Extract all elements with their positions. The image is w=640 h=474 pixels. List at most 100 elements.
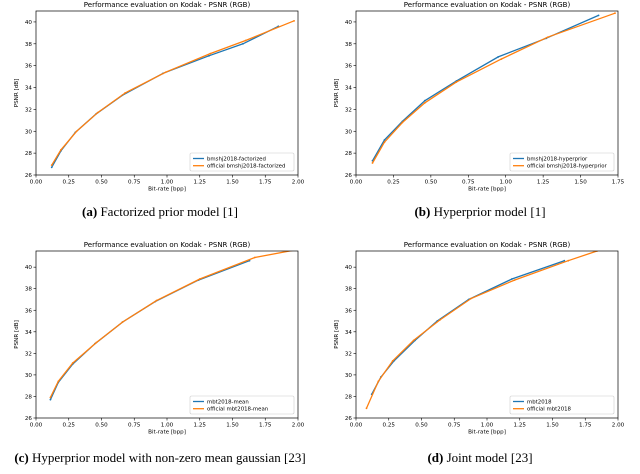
series-line-2 bbox=[49, 251, 294, 398]
series-line-2 bbox=[371, 12, 616, 164]
x-tick-label: 1.00 bbox=[481, 423, 494, 429]
x-axis-label: Bit-rate [bpp] bbox=[468, 187, 506, 193]
x-tick-label: 0.00 bbox=[350, 180, 363, 186]
legend-box bbox=[189, 395, 295, 415]
caption-b: (b) Hyperprior model [1] bbox=[320, 204, 640, 220]
data-point bbox=[513, 279, 516, 281]
y-tick-label: 38 bbox=[345, 42, 353, 48]
x-axis-label: Bit-rate [bpp] bbox=[148, 187, 186, 193]
psnr-chart-mean: Performance evaluation on Kodak - PSNR (… bbox=[14, 241, 305, 436]
x-tick-label: 1.75 bbox=[259, 180, 272, 186]
y-tick-label: 34 bbox=[25, 330, 33, 336]
y-tick-label: 30 bbox=[25, 373, 33, 379]
x-axis-label: Bit-rate [bpp] bbox=[148, 430, 186, 436]
panel-c: Performance evaluation on Kodak - PSNR (… bbox=[0, 237, 320, 474]
x-tick-label: 0.25 bbox=[383, 423, 396, 429]
x-tick-label: 0.50 bbox=[95, 180, 108, 186]
y-tick-label: 32 bbox=[345, 107, 352, 113]
x-tick-label: 1.25 bbox=[514, 423, 527, 429]
y-tick-label: 32 bbox=[25, 351, 32, 357]
legend-label: official bmshj2018-hyperprior bbox=[527, 164, 608, 170]
data-point bbox=[423, 101, 426, 104]
y-tick-label: 38 bbox=[25, 287, 33, 293]
data-point bbox=[96, 111, 99, 114]
caption-label: (c) bbox=[14, 450, 29, 465]
data-point bbox=[455, 81, 458, 83]
y-tick-label: 32 bbox=[345, 351, 352, 357]
data-point bbox=[423, 99, 426, 102]
data-point bbox=[209, 52, 212, 55]
data-point bbox=[57, 380, 60, 383]
y-tick-label: 40 bbox=[345, 265, 353, 271]
series-line-1 bbox=[51, 25, 279, 168]
data-point bbox=[401, 121, 404, 124]
panel-a: Performance evaluation on Kodak - PSNR (… bbox=[0, 0, 320, 237]
x-tick-label: 0.25 bbox=[387, 180, 400, 186]
data-point bbox=[164, 71, 167, 74]
legend-label: bmshj2018-hyperprior bbox=[527, 157, 588, 163]
x-tick-label: 1.75 bbox=[259, 423, 272, 429]
y-tick-label: 36 bbox=[345, 64, 353, 70]
y-tick-label: 26 bbox=[25, 416, 33, 422]
y-tick-label: 36 bbox=[25, 308, 33, 314]
series-line-1 bbox=[371, 260, 565, 395]
data-point bbox=[244, 39, 247, 42]
data-point bbox=[391, 359, 394, 362]
x-tick-label: 1.00 bbox=[161, 423, 174, 429]
chart-title: Performance evaluation on Kodak - PSNR (… bbox=[404, 241, 571, 249]
x-tick-label: 1.50 bbox=[546, 423, 559, 429]
data-point bbox=[567, 259, 570, 262]
psnr-chart-factorized: Performance evaluation on Kodak - PSNR (… bbox=[14, 1, 305, 193]
data-point bbox=[124, 92, 126, 94]
y-tick-label: 28 bbox=[25, 394, 33, 400]
panel-d: Performance evaluation on Kodak - PSNR (… bbox=[320, 237, 640, 474]
x-tick-label: 1.50 bbox=[574, 180, 587, 186]
data-point bbox=[75, 130, 78, 133]
x-tick-label: 0.00 bbox=[30, 180, 43, 186]
x-tick-label: 1.00 bbox=[499, 180, 512, 186]
chart-title: Performance evaluation on Kodak - PSNR (… bbox=[84, 241, 251, 249]
legend-box bbox=[509, 152, 615, 172]
data-point bbox=[49, 396, 52, 399]
data-point bbox=[253, 256, 256, 259]
y-tick-label: 36 bbox=[25, 64, 33, 70]
plot-area bbox=[50, 19, 295, 169]
caption-label: (b) bbox=[414, 204, 431, 219]
y-tick-label: 26 bbox=[345, 173, 353, 179]
caption-text: Joint model [23] bbox=[446, 450, 533, 465]
y-tick-label: 40 bbox=[25, 265, 33, 271]
chart-title: Performance evaluation on Kodak - PSNR (… bbox=[404, 1, 571, 9]
caption-a: (a) Factorized prior model [1] bbox=[0, 204, 320, 220]
data-point bbox=[121, 321, 124, 324]
y-tick-label: 28 bbox=[345, 151, 353, 157]
chart-title: Performance evaluation on Kodak - PSNR (… bbox=[84, 1, 251, 9]
data-point bbox=[49, 398, 52, 401]
x-tick-label: 1.25 bbox=[194, 423, 207, 429]
data-point bbox=[597, 14, 600, 17]
data-point bbox=[242, 42, 244, 45]
legend-label: bmshj2018-factorized bbox=[207, 157, 266, 163]
x-tick-label: 1.50 bbox=[226, 180, 239, 186]
data-point bbox=[563, 259, 566, 262]
x-tick-label: 1.75 bbox=[579, 423, 592, 429]
plot-area bbox=[365, 251, 598, 410]
plot-area bbox=[49, 251, 294, 401]
data-point bbox=[412, 339, 415, 342]
data-point bbox=[155, 299, 158, 302]
data-point bbox=[383, 141, 386, 144]
x-tick-label: 0.50 bbox=[95, 423, 108, 429]
data-point bbox=[71, 362, 74, 364]
x-tick-label: 2.00 bbox=[292, 180, 305, 186]
data-point bbox=[50, 166, 53, 169]
x-tick-label: 0.25 bbox=[63, 423, 76, 429]
data-point bbox=[614, 12, 616, 15]
x-tick-label: 0.75 bbox=[128, 180, 141, 186]
y-axis-label: PSNR [dB] bbox=[334, 79, 340, 108]
y-tick-label: 38 bbox=[345, 287, 353, 293]
y-tick-label: 34 bbox=[345, 330, 353, 336]
x-tick-label: 0.25 bbox=[63, 180, 76, 186]
x-tick-label: 1.50 bbox=[226, 423, 239, 429]
